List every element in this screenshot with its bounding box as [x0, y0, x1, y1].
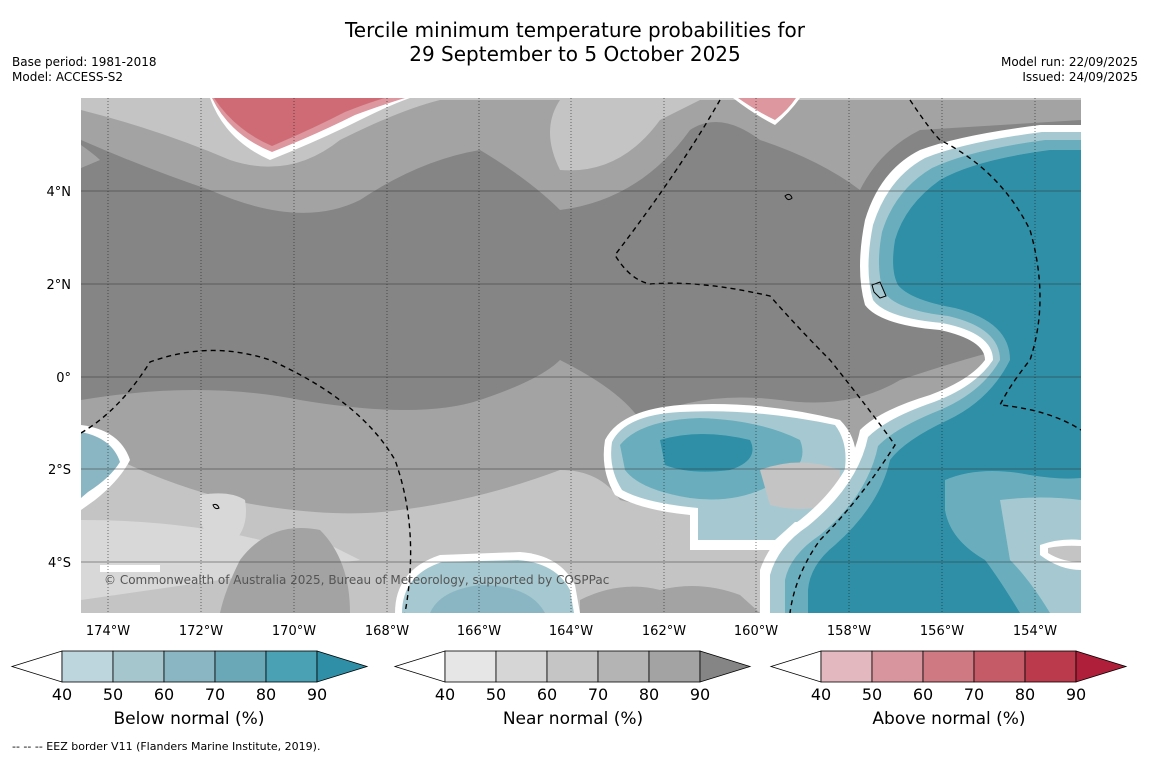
near-normal-colorbar-segment: [546, 650, 599, 683]
longitude-labels: 174°W 172°W 170°W 168°W 166°W 164°W 162°…: [86, 624, 1057, 639]
above-normal-colorbar-tick: 90: [1066, 685, 1086, 704]
lon-label: 156°W: [920, 624, 964, 639]
above-normal-colorbar-tick: 50: [862, 685, 882, 704]
meta-right: Model run: 22/09/2025 Issued: 24/09/2025: [1001, 55, 1138, 85]
above-normal-colorbar-tick: 70: [964, 685, 984, 704]
above-normal-colorbar-tick: 80: [1015, 685, 1035, 704]
model-text: Model: ACCESS-S2: [12, 70, 124, 84]
near-normal-colorbar-label: Near normal (%): [502, 709, 644, 729]
eez-footnote: -- -- -- EEZ border V11 (Flanders Marine…: [12, 740, 321, 753]
below-normal-colorbar-segment: [163, 650, 216, 683]
above-normal-colorbar-segment: [820, 650, 873, 683]
lon-label: 168°W: [365, 624, 409, 639]
below-normal-colorbar-tick: 50: [103, 685, 123, 704]
island-outline-small: [784, 193, 793, 201]
below-normal-colorbar-tick: 90: [307, 685, 327, 704]
eez-border-east: [909, 99, 1081, 431]
near-normal-west-patch: [81, 145, 100, 168]
above-normal-mid-patch: [214, 98, 385, 146]
above-normal-colorbar-segment: [1024, 650, 1077, 683]
near-normal-colorbar-low-extend: [393, 650, 446, 683]
below-normal-colorbar-tick: 80: [256, 685, 276, 704]
near-normal-colorbar-tick: 50: [486, 685, 506, 704]
near-normal-mid-southwest: [220, 528, 350, 613]
lon-label: 170°W: [272, 624, 316, 639]
below-normal-colorbar-segment: [112, 650, 165, 683]
above-normal-east-patch: [738, 98, 796, 120]
below-normal-colorbar-tick: 70: [205, 685, 225, 704]
above-normal-colorbar-segment: [973, 650, 1026, 683]
above-normal-colorbar-tick: 60: [913, 685, 933, 704]
eez-border-west: [81, 349, 412, 613]
near-normal-mid-bottom: [580, 586, 760, 613]
near-normal-colorbar-high-extend: [699, 650, 752, 683]
island-outline-west: [212, 503, 220, 510]
lon-label: 172°W: [179, 624, 223, 639]
chart-title: Tercile minimum temperature probabilitie…: [0, 18, 1150, 66]
longitude-gridlines: [107, 98, 1036, 613]
white-contour-segment: [100, 565, 160, 572]
near-normal-colorbar-segment: [444, 650, 497, 683]
lon-label: 164°W: [549, 624, 593, 639]
issued-text: Issued: 24/09/2025: [1022, 70, 1138, 84]
model-run-text: Model run: 22/09/2025: [1000, 55, 1138, 69]
near-normal-southeast-patch: [1048, 545, 1081, 562]
below-normal-colorbar-high-extend: [316, 650, 369, 683]
above-normal-colorbar-tick: 40: [811, 685, 831, 704]
eez-border-central: [614, 99, 896, 613]
meta-left: Base period: 1981-2018 Model: ACCESS-S2: [12, 55, 157, 85]
title-line-2: 29 September to 5 October 2025: [409, 42, 741, 66]
near-normal-inset-patch: [760, 462, 840, 509]
above-normal-colorbar-high-extend: [1075, 650, 1128, 683]
below-normal-colorbar-segment: [214, 650, 267, 683]
near-normal-colorbar-segment: [648, 650, 701, 683]
copyright-text: © Commonwealth of Australia 2025, Bureau…: [104, 573, 609, 587]
below-normal-south-mid: [430, 585, 545, 613]
latitude-labels: 4°N 2°N 0° 2°S 4°S: [47, 185, 72, 571]
near-normal-colorbar-segment: [495, 650, 548, 683]
base-period-text: Base period: 1981-2018: [12, 55, 157, 69]
title-line-1: Tercile minimum temperature probabilitie…: [344, 18, 806, 42]
above-normal-colorbar-segment: [922, 650, 975, 683]
above-normal-colorbar-segment: [871, 650, 924, 683]
below-normal-colorbar-tick: 40: [52, 685, 72, 704]
below-normal-colorbar-segment: [265, 650, 318, 683]
map-fields: © Commonwealth of Australia 2025, Bureau…: [81, 98, 1081, 613]
lat-label: 4°N: [47, 185, 72, 200]
below-normal-central-deep: [660, 434, 753, 472]
below-normal-colorbar-tick: 60: [154, 685, 174, 704]
near-normal-colorbar-tick: 80: [639, 685, 659, 704]
below-normal-west-patch: [81, 432, 120, 498]
lon-label: 174°W: [86, 624, 130, 639]
island-outline: [871, 281, 887, 299]
lon-label: 166°W: [457, 624, 501, 639]
lat-label: 2°N: [47, 278, 72, 293]
below-normal-colorbar-low-extend: [10, 650, 63, 683]
latitude-gridlines: [81, 190, 1081, 563]
near-normal-colorbar-tick: 70: [588, 685, 608, 704]
lon-label: 162°W: [642, 624, 686, 639]
near-normal-colorbar-tick: 90: [690, 685, 710, 704]
colorbars: 40 50 60 70 80 90 40 50 60 70 80 90 40 50 60 70 80 90: [10, 650, 1128, 704]
lat-label: 2°S: [48, 463, 71, 478]
lat-label: 4°S: [48, 556, 71, 571]
above-normal-colorbar-low-extend: [769, 650, 822, 683]
above-normal-colorbar-label: Above normal (%): [872, 709, 1026, 729]
lon-label: 158°W: [827, 624, 871, 639]
near-normal-colorbar-tick: 40: [435, 685, 455, 704]
below-normal-colorbar-segment: [61, 650, 114, 683]
near-normal-colorbar-tick: 60: [537, 685, 557, 704]
below-normal-colorbar-label: Below normal (%): [113, 709, 265, 729]
near-normal-lighter-patch: [200, 493, 246, 545]
lon-label: 154°W: [1013, 624, 1057, 639]
lon-label: 160°W: [734, 624, 778, 639]
lat-label: 0°: [56, 371, 71, 386]
near-normal-colorbar-segment: [597, 650, 650, 683]
